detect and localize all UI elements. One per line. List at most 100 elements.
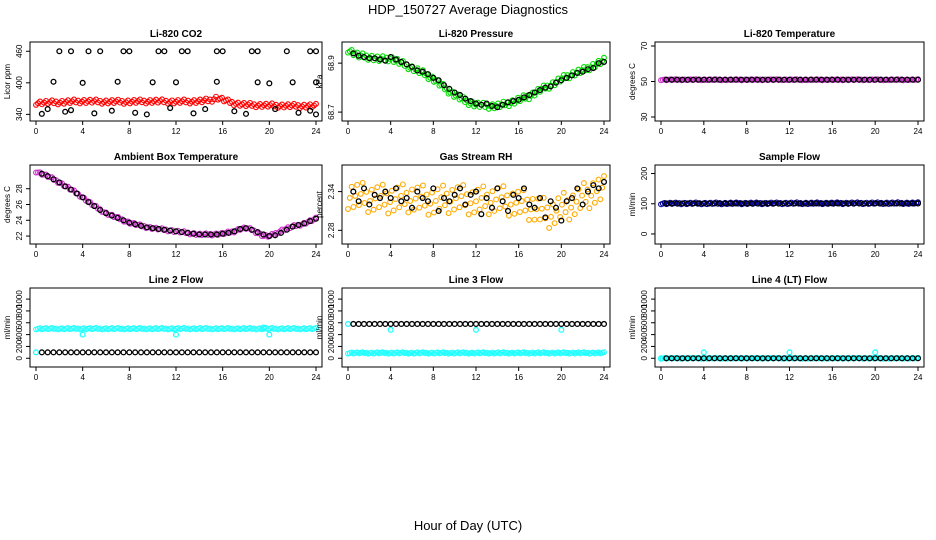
series-1-point [313, 325, 319, 331]
y-tick-label: 0 [640, 355, 649, 360]
y-tick-label: 340 [15, 107, 24, 121]
series-3-point [403, 320, 410, 328]
series-2-point [312, 215, 320, 222]
series-1-point [555, 195, 562, 202]
series-2-point [382, 57, 389, 64]
y-tick-label: 400 [327, 327, 336, 341]
series-2-point [213, 231, 220, 238]
series-2-point [155, 225, 162, 233]
series-2-point [590, 182, 597, 189]
series-4-point [143, 111, 150, 118]
series-2-point [307, 48, 314, 55]
series-3-point [462, 320, 469, 328]
series-3-point [312, 79, 320, 86]
x-tick-label: 16 [828, 373, 837, 382]
series-2-point [196, 231, 203, 238]
series-2-point [483, 194, 490, 202]
series-2-point [451, 191, 458, 198]
series-3-point [143, 349, 150, 356]
series-2-point [266, 331, 273, 338]
series-3-point [91, 349, 98, 356]
series-1-point [414, 184, 421, 191]
x-tick-label: 12 [172, 373, 181, 382]
series-3-point [237, 349, 244, 356]
series-2-point [67, 186, 75, 193]
series-2-point [403, 194, 410, 202]
x-tick-label: 16 [514, 127, 523, 136]
series-2-point [260, 231, 267, 238]
series-2-point [472, 100, 480, 107]
series-2-point [499, 198, 506, 205]
series-4-point [307, 107, 314, 114]
y-tick-label: 460 [15, 44, 24, 58]
series-2-point [456, 185, 464, 192]
x-tick-label: 24 [312, 373, 321, 382]
series-2-point [558, 77, 565, 84]
series-2-point [85, 48, 92, 55]
series-1-point [370, 206, 377, 213]
series-2-point [488, 204, 496, 211]
x-tick-label: 8 [127, 250, 132, 259]
series-3-point [504, 320, 512, 328]
series-2-point [62, 183, 69, 190]
panel-6: Sample Flow ml/min 0 4 8 12 16 20 24 0 100 200 [628, 152, 925, 259]
series-3-point [312, 349, 320, 356]
series-2-point [408, 63, 416, 70]
series-4-point [272, 106, 279, 113]
x-tick-label: 12 [172, 127, 181, 136]
series-1-point [368, 186, 375, 193]
series-3-point [531, 320, 538, 328]
series-3-point [590, 320, 597, 328]
series-4-point [38, 110, 45, 117]
series-3-point [137, 349, 145, 356]
series-1-point [418, 193, 425, 200]
series-1-point [390, 207, 397, 214]
series-1-point [441, 202, 448, 209]
y-tick-label: 1000 [640, 290, 649, 308]
series-2-point [312, 48, 320, 55]
x-tick-label: 24 [600, 250, 609, 259]
series-1-point [379, 181, 386, 188]
series-2-point [914, 200, 922, 207]
series-3-point [248, 349, 255, 356]
series-2-point [387, 326, 394, 333]
series-2-point [542, 214, 549, 221]
x-tick-label: 20 [557, 127, 566, 136]
series-2-point [283, 48, 290, 55]
series-2-point [872, 349, 879, 356]
series-3-point [196, 349, 203, 356]
series-2-point [254, 229, 261, 236]
series-2-point [398, 58, 405, 65]
series-2-point [387, 194, 394, 202]
panel-title: Li-820 Pressure [439, 29, 514, 40]
series-2-point [360, 53, 368, 61]
x-tick-label: 0 [34, 373, 39, 382]
panel-4: Ambient Box Temperature degrees C 0 4 8 12 16 2… [3, 152, 323, 259]
series-3-point [563, 320, 570, 328]
series-1-point [445, 210, 452, 217]
series-2-point [277, 229, 285, 236]
y-tick-label: 68.7 [327, 104, 336, 120]
series-3-point [272, 349, 279, 356]
y-axis-label: ml/min [628, 193, 637, 217]
series-1-point [516, 209, 523, 215]
series-2-point [350, 188, 357, 195]
series-1-point [591, 199, 598, 206]
series-2-point [97, 48, 104, 55]
x-tick-label: 4 [388, 250, 393, 259]
series-1-point [361, 200, 368, 206]
series-1-point [511, 210, 518, 217]
y-tick-label: 1000 [327, 290, 336, 308]
series-2-point [483, 100, 490, 107]
series-2-point [700, 349, 707, 356]
series-2-point [558, 326, 565, 333]
y-tick-label: 100 [640, 197, 649, 211]
series-2-point [440, 82, 448, 89]
series-1-point [524, 196, 531, 203]
y-axis-label: ml/min [3, 316, 12, 340]
series-2-point [568, 194, 576, 202]
x-tick-label: 20 [557, 373, 566, 382]
panel-title: Gas Stream RH [440, 152, 513, 163]
x-tick-label: 8 [431, 250, 436, 259]
series-2-point [579, 68, 586, 75]
